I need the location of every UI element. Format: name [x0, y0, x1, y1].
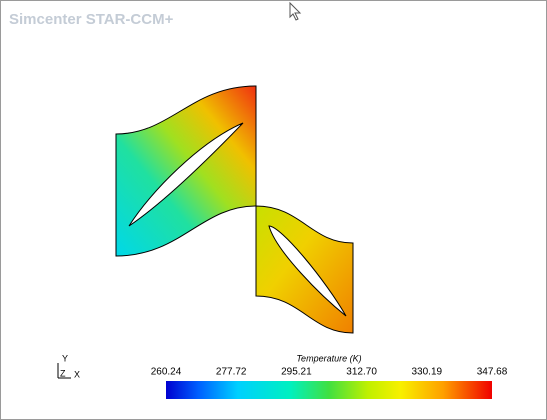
legend-tick-label: 312.70	[346, 367, 377, 378]
legend-tick-label: 347.68	[477, 367, 508, 378]
legend-title: Temperature (K)	[296, 353, 361, 363]
color-bar	[166, 381, 492, 399]
legend-tick-label: 277.72	[216, 367, 247, 378]
triad-x-label: X	[74, 369, 80, 379]
legend-ticks: 260.24 277.72 295.21 312.70 330.19 347.68	[151, 367, 508, 378]
legend-tick-label: 260.24	[151, 367, 182, 378]
lower-blade	[268, 225, 347, 317]
upper-blade	[128, 122, 244, 227]
triad-z-label: Z	[60, 368, 66, 378]
axes-triad: Y Z X	[57, 353, 80, 379]
triad-y-label: Y	[62, 353, 68, 363]
mouse-cursor	[289, 1, 302, 21]
legend-tick-label: 295.21	[281, 367, 312, 378]
legend-tick-label: 330.19	[412, 367, 443, 378]
app-title: Simcenter STAR-CCM+	[9, 11, 174, 28]
